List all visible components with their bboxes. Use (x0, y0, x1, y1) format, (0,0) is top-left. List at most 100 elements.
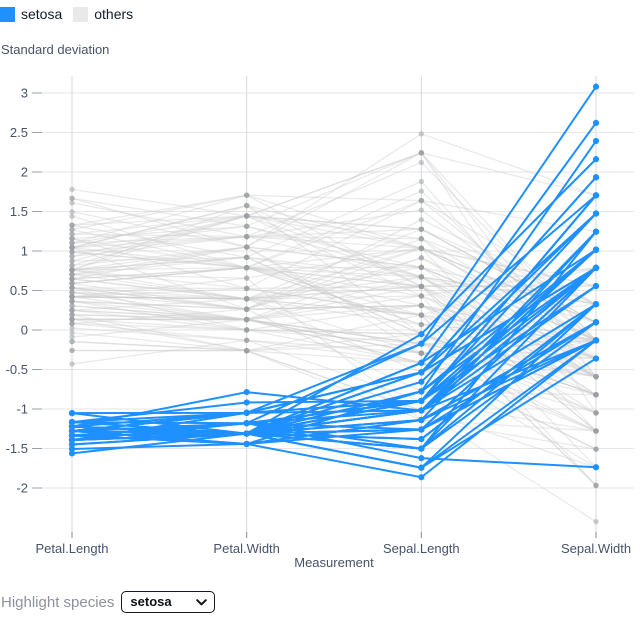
data-line-others (71, 314, 597, 486)
data-line-others (71, 296, 597, 354)
data-point-setosa (243, 420, 250, 427)
data-line-others (71, 247, 597, 323)
data-line-others (71, 161, 597, 341)
data-point-others (243, 213, 250, 219)
data-point-others (69, 334, 75, 340)
data-point-others (69, 298, 75, 304)
data-point-others (418, 283, 425, 290)
data-point-others (69, 222, 75, 228)
axes-layer: 3 2.5 2 1.5 1 0.5 0 -0.5 -1 -1.5 -2 Petal.Length Pet… (6, 76, 634, 570)
species-select-wrap: setosa (121, 591, 216, 613)
data-point-others (69, 267, 75, 273)
data-line-others (71, 314, 597, 396)
data-point-setosa (418, 331, 425, 338)
data-point-others (69, 294, 75, 300)
legend-swatch-others (73, 6, 89, 22)
data-point-setosa (68, 432, 76, 439)
data-point-setosa (243, 389, 250, 396)
data-line-others (71, 273, 597, 486)
data-point-others (69, 258, 75, 264)
data-point-others (418, 197, 425, 204)
data-line-others (71, 327, 597, 450)
data-point-setosa (418, 426, 425, 433)
data-line-others (71, 247, 597, 323)
data-point-setosa (68, 436, 76, 444)
data-point-setosa (592, 264, 600, 271)
data-point-setosa (68, 423, 76, 430)
data-line-others (71, 308, 597, 396)
data-point-others (69, 209, 75, 215)
data-point-others (69, 316, 75, 322)
data-point-others (418, 312, 425, 318)
data-point-others (69, 231, 75, 237)
data-point-setosa (418, 369, 425, 376)
highlight-species-label: Highlight species (1, 593, 115, 611)
data-point-others (593, 410, 599, 416)
data-point-setosa (418, 378, 425, 385)
data-point-others (418, 150, 425, 156)
data-line-setosa (71, 230, 597, 445)
data-point-others (243, 202, 250, 209)
data-line-others (71, 152, 597, 227)
data-point-others (69, 338, 75, 345)
data-point-others (418, 274, 425, 280)
data-line-others (71, 296, 597, 360)
data-point-setosa (68, 445, 76, 453)
data-line-others (71, 267, 597, 326)
data-point-others (418, 131, 425, 137)
data-line-others (71, 314, 597, 378)
data-point-setosa (592, 282, 600, 290)
data-point-setosa (592, 246, 600, 253)
data-point-setosa (418, 474, 425, 481)
data-line-others (71, 287, 597, 360)
data-line-others (71, 269, 597, 378)
data-point-others (418, 226, 425, 232)
data-point-setosa (68, 441, 76, 448)
data-point-others (69, 311, 75, 318)
data-point-others (69, 320, 75, 327)
data-point-others (243, 296, 250, 302)
data-point-others (418, 188, 425, 194)
data-point-setosa (592, 301, 600, 308)
data-point-others (69, 289, 75, 296)
data-point-setosa (68, 450, 76, 457)
data-point-others (593, 373, 599, 380)
data-line-others (71, 298, 597, 342)
data-point-others (593, 428, 599, 434)
data-line-others (71, 199, 597, 305)
data-line-others (71, 269, 597, 396)
data-point-others (69, 249, 75, 255)
data-point-others (243, 265, 250, 271)
data-line-others (71, 309, 597, 396)
data-line-others (71, 236, 597, 341)
data-point-others (418, 216, 425, 223)
data-point-setosa (418, 445, 425, 452)
x-axis-label: Petal.Width (213, 541, 279, 556)
data-line-others (71, 215, 597, 341)
data-line-others (71, 276, 597, 305)
data-point-setosa (418, 416, 425, 424)
data-line-others (71, 267, 597, 342)
data-line-others (71, 318, 597, 414)
species-select[interactable]: setosa (121, 591, 216, 613)
data-point-others (243, 327, 250, 333)
data-line-others (71, 314, 597, 354)
data-point-others (69, 307, 75, 313)
parallel-plot: Standard deviation 3 2.5 2 1.5 1 0.5 0 -0.5 -1 -1… (1, 42, 634, 570)
data-point-setosa (418, 455, 425, 462)
data-point-others (418, 245, 425, 251)
data-point-others (243, 316, 250, 323)
data-point-setosa (592, 192, 600, 199)
legend-label-others: others (94, 6, 134, 22)
data-line-others (71, 267, 597, 342)
data-point-others (69, 329, 75, 336)
data-line-others (71, 276, 597, 360)
highlight-points (68, 83, 600, 481)
data-point-setosa (592, 228, 600, 235)
data-line-others (71, 318, 597, 432)
data-line-others (71, 152, 597, 414)
data-point-setosa (68, 427, 76, 435)
data-point-setosa (418, 435, 425, 443)
data-point-setosa (243, 430, 250, 437)
